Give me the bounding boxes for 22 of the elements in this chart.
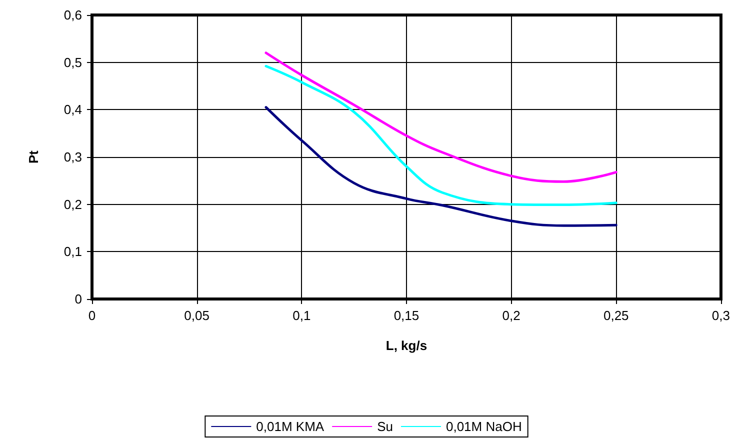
- x-tick-label: 0,2: [502, 308, 520, 323]
- y-tick-label: 0,6: [64, 8, 82, 22]
- y-tick-label: 0,3: [64, 150, 82, 164]
- x-axis-title: L, kg/s: [386, 338, 428, 353]
- x-tick-label: 0,3: [712, 308, 730, 323]
- legend-label: 0,01M KMA: [256, 419, 324, 434]
- y-tick-label: 0,2: [64, 196, 82, 212]
- x-tick-label: 0,25: [603, 308, 629, 323]
- legend-label: Su: [377, 419, 393, 434]
- y-tick-label: 0,5: [64, 54, 82, 70]
- line-series: [264, 52, 618, 183]
- x-tick-label: 0: [88, 308, 96, 323]
- legend-label: 0,01M NaOH: [446, 419, 522, 434]
- y-axis-title: Pt: [26, 150, 41, 164]
- y-tick-label: 0,1: [64, 244, 82, 260]
- line-series: [264, 106, 618, 227]
- x-tick-label: 0,1: [292, 308, 311, 323]
- x-tick-label: 0,05: [184, 308, 210, 323]
- x-tick-label: 0,15: [394, 308, 420, 323]
- y-tick-label: 0,4: [64, 102, 82, 118]
- y-tick-label: 0: [74, 292, 82, 306]
- line-series: [264, 64, 618, 206]
